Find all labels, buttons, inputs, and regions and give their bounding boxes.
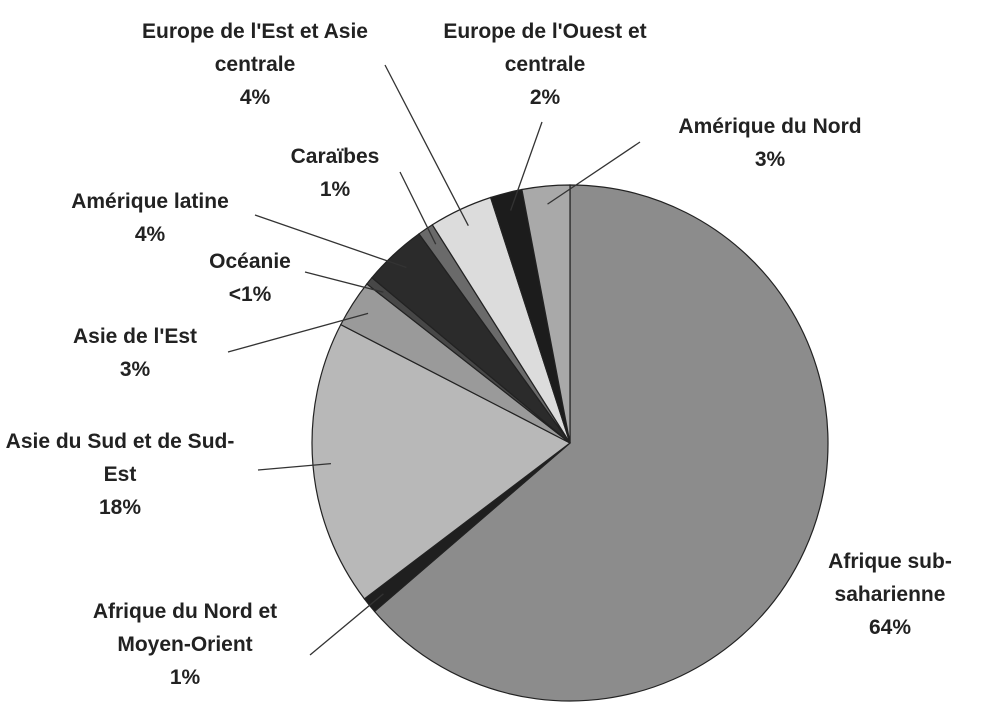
category-name: Amérique latine [71, 190, 229, 213]
slice-label: Océanie <1% [190, 245, 310, 311]
value-label: <1% [228, 283, 272, 306]
value-label: 18% [98, 496, 142, 519]
category-name: Océanie [209, 250, 291, 273]
pie-slice [521, 184, 571, 444]
category-name: Asie de l'Est [72, 325, 198, 348]
category-name: Amérique du Nord [678, 115, 862, 138]
leader-line [510, 121, 543, 211]
value-label: 4% [134, 223, 166, 246]
value-label: 1% [169, 666, 201, 689]
category-name: Afrique sub-saharienne [828, 550, 952, 606]
slice-label: Asie de l'Est 3% [35, 320, 235, 386]
category-name: Europe de l'Est et Asie centrale [142, 20, 368, 76]
value-label: 1% [319, 178, 351, 201]
slice-label: Caraïbes 1% [275, 140, 395, 206]
leader-line [547, 141, 641, 205]
value-label: 64% [868, 616, 912, 639]
slice-label: Afrique du Nord et Moyen-Orient 1% [55, 595, 315, 694]
category-name: Asie du Sud et de Sud-Est [5, 430, 235, 486]
category-name: Caraïbes [290, 145, 380, 168]
leader-line [304, 271, 384, 293]
value-label: 3% [119, 358, 151, 381]
slice-label: Europe de l'Ouest et centrale 2% [410, 15, 680, 114]
category-name: Europe de l'Ouest et centrale [443, 20, 647, 76]
slice-label: Afrique sub-saharienne 64% [805, 545, 975, 644]
leader-line [257, 462, 332, 471]
leader-line [254, 214, 407, 269]
value-label: 2% [529, 86, 561, 109]
pie-slice [373, 184, 829, 702]
slice-label: Amérique latine 4% [35, 185, 265, 251]
slice-label: Asie du Sud et de Sud-Est 18% [5, 425, 235, 524]
leader-line [227, 312, 369, 353]
slice-label: Amérique du Nord 3% [635, 110, 905, 176]
slice-label: Europe de l'Est et Asie centrale 4% [140, 15, 370, 114]
category-name: Afrique du Nord et Moyen-Orient [92, 600, 278, 656]
leader-line [399, 171, 437, 245]
leader-line [309, 593, 384, 656]
value-label: 4% [239, 86, 271, 109]
value-label: 3% [754, 148, 786, 171]
leader-line [384, 64, 469, 226]
